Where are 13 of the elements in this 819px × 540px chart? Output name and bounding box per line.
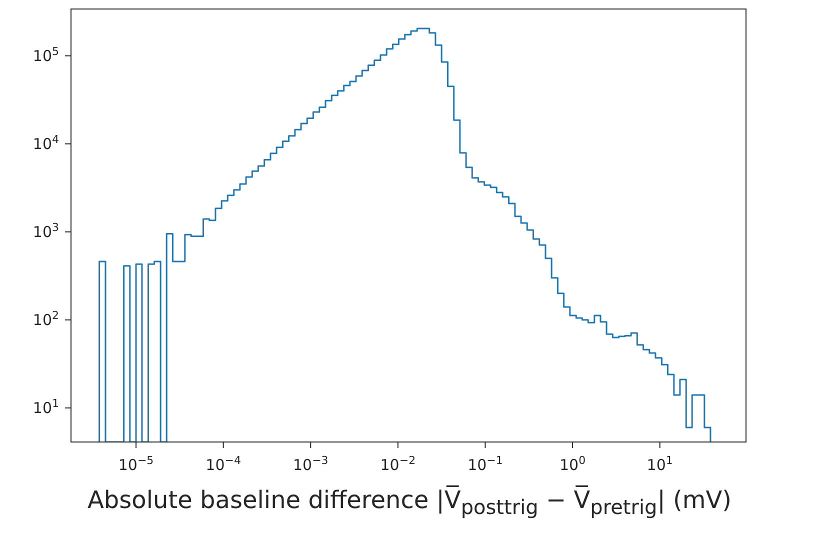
x-tick-label: 10$^{−3}$ — [292, 454, 328, 474]
x-tick-label: 10$^{−4}$ — [206, 454, 241, 474]
x-tick-label: 10$^{−5}$ — [118, 454, 154, 474]
x-tick-label: 10$^{−1}$ — [468, 454, 503, 474]
y-tick-label: 10$^{3}$ — [32, 220, 59, 241]
y-tick-label: 10$^{2}$ — [32, 308, 59, 329]
y-tick-label: 10$^{5}$ — [32, 44, 59, 65]
y-tick-label: 10$^{1}$ — [32, 396, 59, 417]
x-axis-title: Absolute baseline difference |V̅$_{posttrig}$ − V̅$_{pretrig}$| (mV) — [86, 486, 732, 519]
y-tick-label: 10$^{4}$ — [32, 132, 59, 153]
x-tick-label: 10$^{0}$ — [560, 454, 586, 474]
x-tick-label: 10$^{1}$ — [646, 454, 673, 474]
x-tick-label: 10$^{−2}$ — [380, 454, 416, 474]
